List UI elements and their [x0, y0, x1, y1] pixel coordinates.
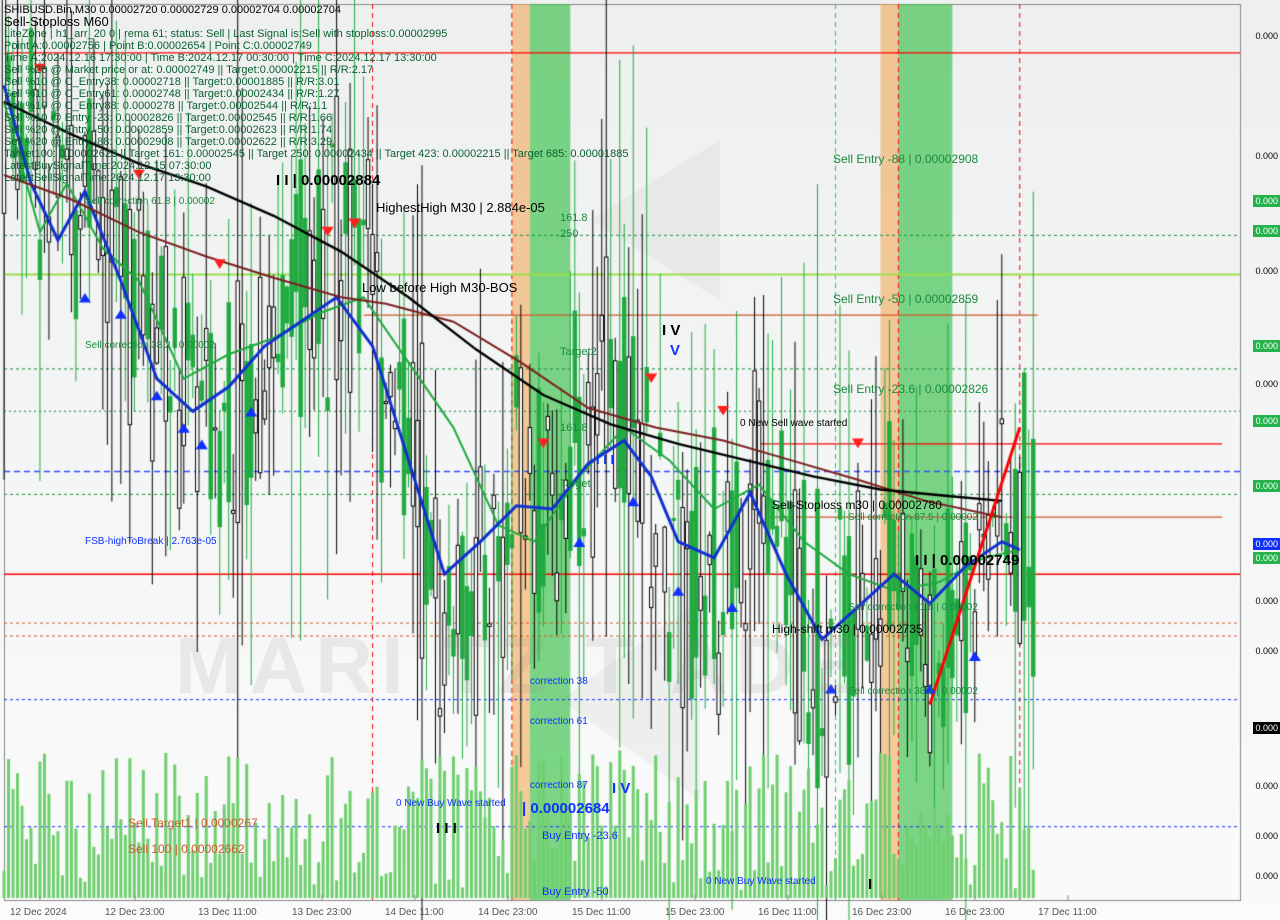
- header-line-11: Sell %20 @ Entry -88: 0.00002908 || Targ…: [4, 136, 332, 148]
- chart-annotation: Sell Entry -50 | 0.00002859: [833, 292, 978, 306]
- chart-annotation: Sell-Stoploss m30 | 0.00002780: [772, 498, 942, 512]
- header-line-9: Sell %10 @ Entry -23: 0.00002826 || Targ…: [4, 112, 332, 124]
- price-axis-tag: 0.000: [1253, 870, 1280, 882]
- header-line-1: Sell-Stoploss M60: [4, 14, 109, 29]
- x-axis-tick-label: 16 Dec 23:00: [852, 907, 912, 918]
- x-axis-tick-label: 13 Dec 23:00: [292, 907, 352, 918]
- x-axis-tick-label: 16 Dec 11:00: [758, 907, 817, 918]
- price-axis-tag: 0.000: [1253, 195, 1280, 207]
- x-axis-tick-label: 17 Dec 11:00: [1038, 907, 1097, 918]
- x-axis-tick-label: 16 Dec 23:00: [945, 907, 1005, 918]
- chart-annotation: High-shift m30 | 0.00002735: [772, 622, 923, 636]
- price-axis-tag: 0.000: [1253, 595, 1280, 607]
- price-axis-tag: 0.000: [1253, 830, 1280, 842]
- chart-annotation: 161.8: [560, 422, 588, 434]
- header-line-4: Time A:2024.12.16 17:30:00 | Time B:2024…: [4, 52, 437, 64]
- price-axis-tag: 0.000: [1253, 480, 1280, 492]
- chart-annotation: Buy Entry -23.6: [542, 830, 618, 842]
- chart-annotation: Sell correction 61.8 | 0.00002: [85, 196, 215, 207]
- chart-annotation: Buy Entry -50: [542, 886, 609, 898]
- chart-annotation: Sell correction 38.2 | 0.00002: [85, 340, 215, 351]
- chart-annotation: 161.8: [560, 212, 588, 224]
- chart-annotation: I V: [612, 780, 630, 797]
- chart-annotation: correction 38: [530, 676, 588, 687]
- chart-annotation: correction 61: [530, 716, 588, 727]
- header-line-6: Sell %10 @ C_Entry38: 0.00002718 || Targ…: [4, 76, 340, 88]
- price-axis-tag: 0.000: [1253, 538, 1280, 550]
- x-axis-tick-label: 13 Dec 11:00: [198, 907, 257, 918]
- header-line-8: Sell %10 @ C_Entry88: 0.0000278 || Targe…: [4, 100, 327, 112]
- price-axis-tag: 0.000: [1253, 30, 1280, 42]
- x-axis-tick-label: 14 Dec 23:00: [478, 907, 538, 918]
- price-axis-tag: 0.000: [1253, 378, 1280, 390]
- x-axis-tick-label: 15 Dec 23:00: [665, 907, 725, 918]
- chart-annotation: Sell correction 61.8 | 0.00002: [848, 602, 978, 613]
- price-axis-tag: 0.000: [1253, 415, 1280, 427]
- chart-annotation: I I I: [436, 820, 457, 837]
- chart-annotation: I V: [662, 322, 680, 339]
- price-axis-tag: 0.000: [1253, 722, 1280, 734]
- header-line-2: LiteZone | h1_arr_20 0 | rema 61; status…: [4, 28, 447, 40]
- header-line-10: Sell %20 @ Entry -50: 0.00002859 || Targ…: [4, 124, 332, 136]
- watermark-text: MARI TZ T ADE: [175, 620, 863, 712]
- chart-annotation: | 0.00002684: [522, 800, 610, 817]
- chart-annotation: 0 New Sell wave started: [740, 418, 847, 429]
- chart-annotation: 0 New Buy Wave started: [396, 798, 506, 809]
- chart-annotation: HighestHigh M30 | 2.884e-05: [376, 200, 545, 215]
- chart-annotation: Sell Entry -23.6 | 0.00002826: [833, 382, 988, 396]
- header-line-5: Sell %20 @ Market price or at: 0.0000274…: [4, 64, 373, 76]
- header-line-13: LatestBuySignalTime:2024.12.15 07:30:00: [4, 160, 212, 172]
- chart-annotation: V: [670, 342, 680, 359]
- price-axis-tag: 0.000: [1253, 265, 1280, 277]
- x-axis-tick-label: 14 Dec 11:00: [385, 907, 444, 918]
- chart-annotation: FSB-highToBreak | 2.763e-05: [85, 536, 217, 547]
- chart-annotation: Sell Target1 | 0.0000267: [128, 816, 258, 830]
- price-axis-tag: 0.000: [1253, 150, 1280, 162]
- price-axis-tag: 0.000: [1253, 225, 1280, 237]
- x-axis-tick-label: 12 Dec 2024: [10, 907, 67, 918]
- chart-annotation: I I | 0.00002749: [915, 552, 1019, 569]
- chart-annotation: I I I: [596, 452, 614, 467]
- chart-annotation: Sell correction 87.5 | 0.00002: [848, 512, 978, 523]
- chart-annotation: Low before High M30-BOS: [362, 280, 517, 295]
- header-line-14: LatestSellSignalTime:2024.12.17 13:30:00: [4, 172, 211, 184]
- header-line-7: Sell %10 @ C_Entry61: 0.00002748 || Targ…: [4, 88, 340, 100]
- chart-annotation: 250: [560, 228, 578, 240]
- chart-annotation: 0 New Buy Wave started: [706, 876, 816, 887]
- chart-annotation: Sell Entry -88 | 0.00002908: [833, 152, 978, 166]
- price-axis-tag: 0.000: [1253, 645, 1280, 657]
- price-axis-tag: 0.000: [1253, 552, 1280, 564]
- header-line-3: Point A:0.00002756 | Point B:0.00002654 …: [4, 40, 312, 52]
- price-axis-tag: 0.000: [1253, 340, 1280, 352]
- chart-annotation: Sell 100 | 0.00002662: [128, 842, 245, 856]
- chart-annotation: Target: [560, 478, 591, 490]
- x-axis-tick-label: 12 Dec 23:00: [105, 907, 165, 918]
- chart-annotation: Sell correction 38.2 | 0.00002: [848, 686, 978, 697]
- chart-annotation: correction 87: [530, 780, 588, 791]
- chart-annotation: Target2: [560, 346, 597, 358]
- chart-annotation: I: [868, 876, 872, 893]
- chart-container: MARI TZ T ADE SHIBUSD.Bin,M30 0.00002720…: [0, 0, 1280, 920]
- price-axis-tag: 0.000: [1253, 780, 1280, 792]
- x-axis-tick-label: 15 Dec 11:00: [572, 907, 631, 918]
- chart-annotation: I I | 0.00002884: [276, 172, 380, 189]
- header-line-12: Target100: 0.00002623 || Target 161: 0.0…: [4, 148, 629, 160]
